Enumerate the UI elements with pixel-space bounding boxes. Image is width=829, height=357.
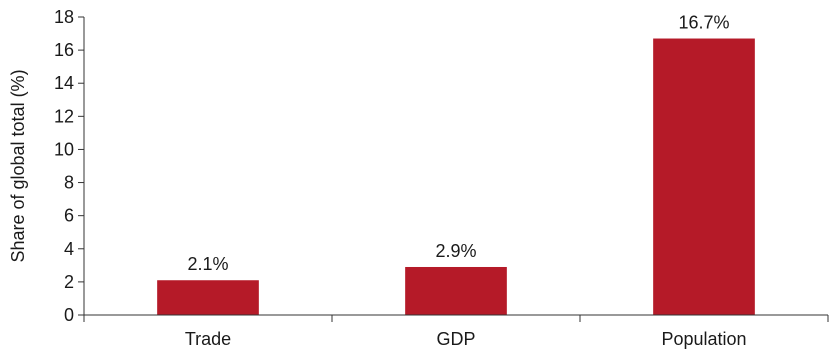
y-tick-label: 14 (54, 73, 74, 93)
y-tick-label: 4 (64, 239, 74, 259)
bar-gdp (405, 266, 507, 315)
y-tick-label: 0 (64, 305, 74, 325)
data-label-gdp: 2.9% (435, 241, 476, 261)
y-axis-ticks: 0 2 4 6 8 10 12 14 16 18 (54, 7, 85, 325)
category-label-trade: Trade (185, 329, 231, 349)
category-label-gdp: GDP (436, 329, 475, 349)
data-label-trade: 2.1% (187, 254, 228, 274)
y-tick-label: 18 (54, 7, 74, 27)
y-axis-title-group: Share of global total (%) (8, 69, 28, 262)
y-tick-label: 2 (64, 272, 74, 292)
y-tick-label: 10 (54, 139, 74, 159)
bars (157, 38, 755, 316)
category-labels: Trade GDP Population (185, 329, 747, 349)
data-label-population: 16.7% (678, 13, 729, 33)
bar-trade (157, 280, 259, 315)
y-tick-label: 8 (64, 173, 74, 193)
bar-population (653, 38, 755, 316)
y-axis-title: Share of global total (%) (8, 69, 28, 262)
y-tick-label: 16 (54, 40, 74, 60)
y-tick-label: 6 (64, 206, 74, 226)
y-tick-label: 12 (54, 106, 74, 126)
data-labels: 2.1% 2.9% 16.7% (187, 13, 729, 275)
x-axis (83, 314, 829, 322)
category-label-population: Population (661, 329, 746, 349)
